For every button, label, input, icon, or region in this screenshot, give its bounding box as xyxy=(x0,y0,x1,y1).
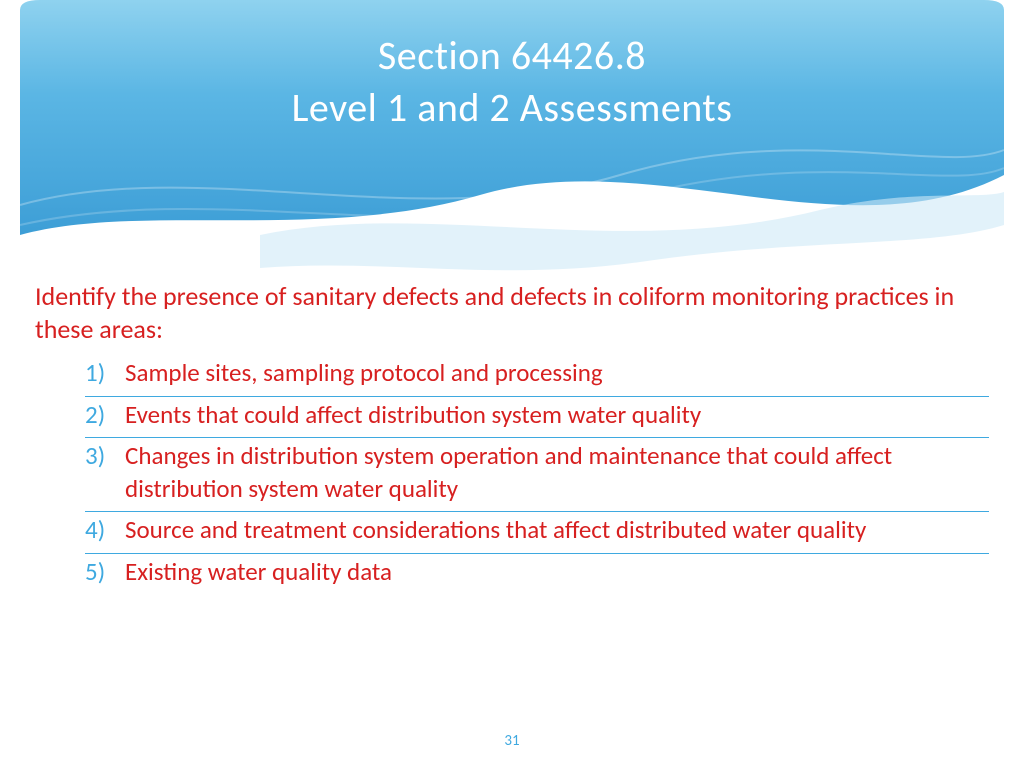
page-number: 31 xyxy=(0,732,1024,750)
slide: Section 64426.8 Level 1 and 2 Assessment… xyxy=(0,0,1024,768)
title-line-1: Section 64426.8 xyxy=(0,30,1024,82)
title-line-2: Level 1 and 2 Assessments xyxy=(0,82,1024,134)
list-item-text: Source and treatment considerations that… xyxy=(125,514,866,545)
list-item-text: Existing water quality data xyxy=(125,556,392,587)
list-item: Changes in distribution system operation… xyxy=(85,438,989,512)
list-item: Sample sites, sampling protocol and proc… xyxy=(85,355,989,397)
list-item-text: Events that could affect distribution sy… xyxy=(125,399,701,430)
slide-title: Section 64426.8 Level 1 and 2 Assessment… xyxy=(0,30,1024,134)
intro-paragraph: Identify the presence of sanitary defect… xyxy=(35,280,989,345)
list-item: Existing water quality data xyxy=(85,554,989,595)
list-item: Events that could affect distribution sy… xyxy=(85,397,989,439)
assessment-list: Sample sites, sampling protocol and proc… xyxy=(35,355,989,594)
list-item-text: Changes in distribution system operation… xyxy=(125,440,892,504)
list-item-text: Sample sites, sampling protocol and proc… xyxy=(125,357,603,388)
slide-content: Identify the presence of sanitary defect… xyxy=(35,280,989,594)
list-item: Source and treatment considerations that… xyxy=(85,512,989,554)
